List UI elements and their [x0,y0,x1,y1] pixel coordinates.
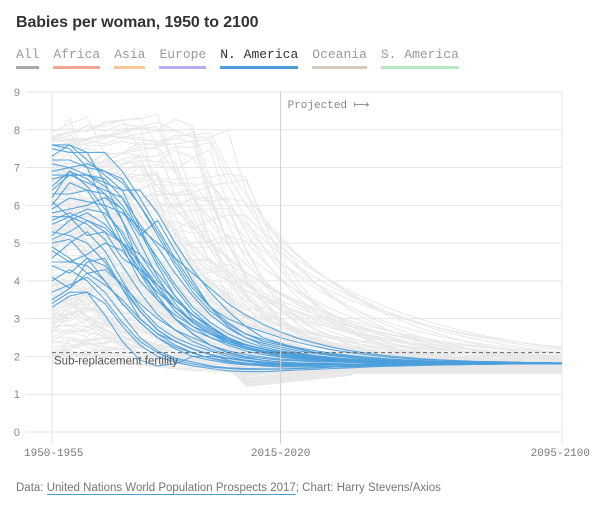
background-series-line [51,161,563,354]
y-tick-label: 6 [14,200,20,212]
filter-africa[interactable]: Africa [53,48,101,69]
data-source-link[interactable]: United Nations World Population Prospect… [46,482,296,495]
background-series-line [51,181,563,363]
x-tick-label: 2095-2100 [531,448,590,460]
background-series-line [51,159,563,360]
footer-suffix: ; Chart: Harry Stevens/Axios [295,482,441,494]
background-series-line [51,157,563,351]
y-tick-label: 9 [14,87,20,99]
y-tick-label: 5 [14,238,20,250]
y-tick-label: 0 [14,427,20,439]
region-filter-bar: All Africa Asia Europe N. America Oceani… [16,48,459,69]
highlighted-series-line [51,163,563,364]
x-axis-ticks: 1950-1955 2015-2020 2095-2100 [24,448,590,460]
highlighted-series-line [51,197,563,364]
annotations: Projected ⟼ Sub-replacement fertility [52,92,562,444]
footer-prefix: Data: [16,482,47,494]
y-tick-label: 7 [14,163,20,175]
filter-europe[interactable]: Europe [159,48,207,69]
x-tick-label: 2015-2020 [251,448,310,460]
background-series-line [51,324,562,376]
y-axis-ticks: 0 1 2 3 4 5 6 7 8 9 [14,87,20,439]
filter-n-america[interactable]: N. America [220,48,299,69]
filter-all[interactable]: All [16,48,40,69]
chart-title: Babies per woman, 1950 to 2100 [16,14,259,31]
projected-label: Projected ⟼ [288,100,370,112]
sub-replacement-label: Sub-replacement fertility [54,356,178,368]
y-tick-label: 3 [14,314,20,326]
background-series-line [51,181,563,354]
y-tick-label: 2 [14,351,20,363]
background-series-line [51,152,563,365]
background-series-line [51,292,563,379]
background-series-line [51,197,563,354]
background-series-line [51,131,563,359]
highlighted-series [51,144,563,373]
background-series-line [51,220,562,374]
highlighted-series-line [51,201,562,364]
highlighted-series-line [51,291,562,373]
background-series-line [51,155,563,363]
background-series-line [51,179,563,348]
highlighted-series-line [51,238,562,366]
footer-credit: Data: United Nations World Population Pr… [16,482,441,495]
filter-asia[interactable]: Asia [114,48,146,69]
y-tick-label: 8 [14,125,20,137]
y-tick-label: 1 [14,389,20,401]
background-series-line [51,152,563,373]
background-series-line [52,236,563,360]
filter-oceania[interactable]: Oceania [312,48,367,69]
fertility-line-chart: 0 1 2 3 4 5 6 7 8 9 Projected ⟼ Sub-replacement f… [14,87,590,460]
background-series-line [51,132,563,355]
y-tick-label: 4 [14,276,20,288]
filter-s-america[interactable]: S. America [380,48,459,69]
x-tick-label: 1950-1955 [24,448,83,460]
background-series-line [51,222,563,360]
